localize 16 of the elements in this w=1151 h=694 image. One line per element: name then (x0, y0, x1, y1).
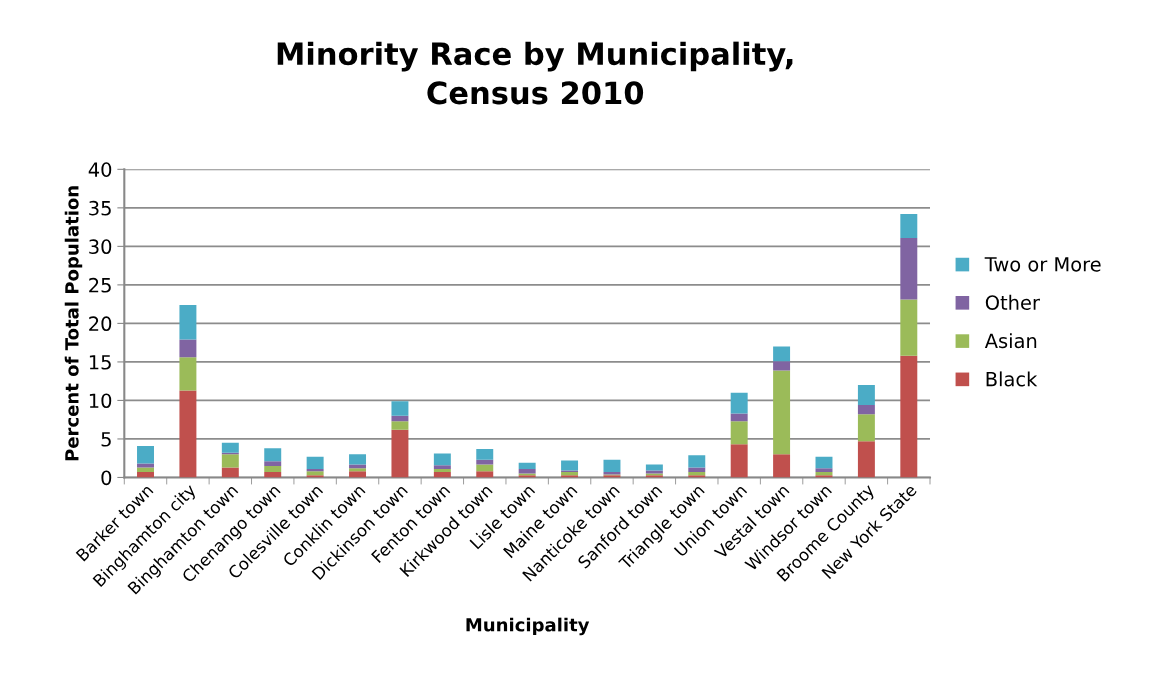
y-tick-label: 40 (88, 162, 112, 177)
y-tick-label: 15 (89, 355, 111, 370)
legend-label: Other (985, 294, 1040, 310)
y-axis-title: Percent of Total Population (64, 186, 83, 461)
x-axis-title: Municipality (466, 617, 590, 636)
legend-label: Two or More (984, 257, 1101, 272)
y-tick-label: 30 (89, 239, 112, 255)
y-tick-label: 20 (89, 316, 112, 332)
legend-label: Black (986, 371, 1038, 387)
y-tick-label: 25 (89, 277, 111, 293)
legend-label: Asian (984, 333, 1037, 349)
y-tick-label: 10 (89, 393, 112, 409)
y-tick-label: 0 (101, 470, 112, 486)
y-tick-label: 5 (101, 432, 111, 447)
y-tick-label: 35 (89, 200, 111, 216)
chart-title: Minority Race by Municipality, Census 2010 (277, 41, 793, 105)
